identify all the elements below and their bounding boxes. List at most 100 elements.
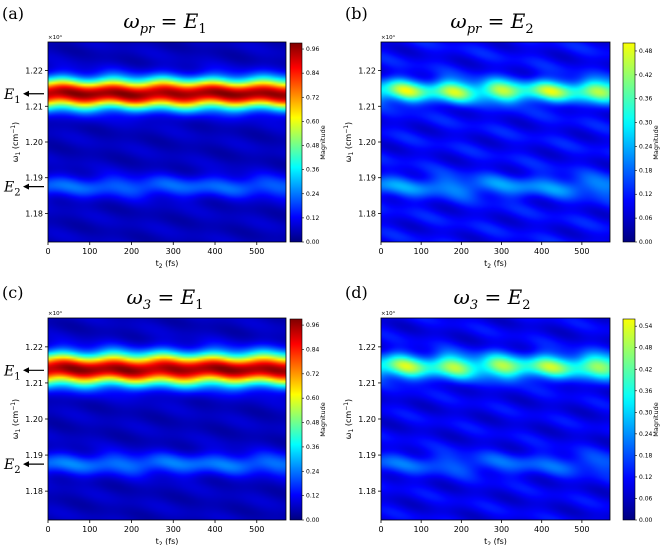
y-multiplier: ×10⁴	[48, 310, 63, 317]
y-tick-label: 1.20	[25, 138, 43, 147]
colorbar-tick-label: 0.12	[306, 215, 320, 222]
colorbar-tick-label: 0.06	[639, 215, 653, 222]
marker-arrow-head	[23, 183, 29, 190]
y-tick-label: 1.18	[25, 487, 43, 496]
panel-a: 0 100 200 300 400 500 1.18 1.19 1.20 1.21 1.22 ×10⁴…	[2, 4, 327, 270]
colorbar	[622, 42, 636, 243]
colorbar-tick-label: 0.84	[306, 70, 320, 77]
x-tick-label: 500	[249, 247, 264, 256]
x-tick-label: 0	[45, 525, 50, 534]
x-tick-label: 300	[166, 525, 181, 534]
colorbar-tick-label: 0.00	[639, 517, 653, 524]
y-tick-label: 1.18	[358, 487, 376, 496]
colorbar-tick-label: 0.48	[306, 420, 320, 427]
colorbar-tick-label: 0.48	[639, 48, 653, 55]
y-axis-label: ω1 (cm−1)	[343, 399, 355, 439]
y-axis-label: ω1 (cm−1)	[343, 122, 355, 162]
colorbar-tick-label: 0.00	[306, 517, 320, 524]
x-tick-label: 200	[454, 525, 469, 534]
y-tick-label: 1.19	[358, 174, 376, 183]
colorbar-tick-label: 0.18	[639, 167, 653, 174]
marker-arrow-head	[23, 461, 29, 468]
x-axis-label: t2 (fs)	[484, 537, 507, 545]
marker-label: E2	[3, 457, 21, 476]
colorbar-tick-label: 0.48	[639, 345, 653, 352]
x-tick-label: 300	[494, 525, 509, 534]
colorbar-tick-label: 0.30	[639, 409, 653, 416]
panel-label: (a)	[2, 4, 24, 23]
colorbar-tick-label: 0.12	[639, 191, 653, 198]
x-tick-label: 400	[207, 525, 222, 534]
colorbar-tick-label: 0.48	[306, 143, 320, 150]
colorbar-tick-label: 0.60	[306, 395, 320, 402]
x-tick-label: 500	[574, 525, 589, 534]
y-tick-label: 1.21	[358, 102, 376, 111]
colorbar	[622, 318, 636, 521]
panel-title: ωpr = E2	[450, 9, 533, 37]
colorbar-tick-label: 0.36	[639, 96, 653, 103]
x-tick-label: 200	[124, 247, 139, 256]
marker-label: E2	[3, 180, 21, 199]
colorbar	[289, 42, 303, 243]
y-tick-label: 1.18	[25, 209, 43, 218]
panel-title: ω3 = E2	[454, 285, 531, 313]
x-axis-label: t2 (fs)	[156, 259, 179, 270]
x-tick-label: 0	[45, 247, 50, 256]
y-tick-label: 1.22	[25, 343, 43, 352]
x-tick-label: 0	[378, 525, 383, 534]
colorbar-label: Magnitude	[652, 402, 660, 436]
y-tick-label: 1.20	[25, 415, 43, 424]
colorbar-tick-label: 0.30	[639, 120, 653, 127]
y-tick-label: 1.22	[25, 67, 43, 76]
x-tick-label: 100	[414, 247, 429, 256]
x-tick-label: 200	[454, 247, 469, 256]
x-tick-label: 500	[574, 247, 589, 256]
heatmap-image	[381, 42, 610, 242]
y-tick-label: 1.19	[358, 451, 376, 460]
colorbar-tick-label: 0.54	[639, 323, 653, 330]
panel-b: 0 100 200 300 400 500 1.18 1.19 1.20 1.21 1.22 ×10⁴…	[343, 4, 660, 270]
colorbar	[289, 318, 303, 521]
colorbar-tick-label: 0.36	[306, 167, 320, 174]
colorbar-tick-label: 0.06	[639, 495, 653, 502]
colorbar-tick-label: 0.24	[639, 431, 653, 438]
y-tick-label: 1.19	[25, 451, 43, 460]
colorbar-tick-label: 0.60	[306, 118, 320, 125]
x-tick-label: 0	[378, 247, 383, 256]
colorbar-tick-label: 0.24	[306, 468, 320, 475]
colorbar-tick-label: 0.24	[639, 143, 653, 150]
marker-arrow-head	[23, 367, 29, 374]
colorbar-tick-label: 0.12	[306, 493, 320, 500]
y-tick-label: 1.20	[358, 138, 376, 147]
panel-label: (b)	[345, 4, 368, 23]
y-tick-label: 1.18	[358, 209, 376, 218]
x-axis-label: t2 (fs)	[484, 259, 507, 270]
colorbar-tick-label: 0.42	[639, 366, 653, 373]
heatmap-image	[381, 318, 610, 520]
colorbar-tick-label: 0.18	[639, 452, 653, 459]
y-tick-label: 1.22	[358, 67, 376, 76]
x-axis-label: t2 (fs)	[156, 537, 179, 545]
y-tick-label: 1.22	[358, 343, 376, 352]
colorbar-tick-label: 0.72	[306, 371, 320, 378]
colorbar-label: Magnitude	[319, 125, 327, 159]
y-axis-label: ω1 (cm−1)	[10, 122, 22, 162]
panel-c: 0 100 200 300 400 500 1.18 1.19 1.20 1.21 1.22 ×10⁴…	[2, 283, 327, 545]
x-tick-label: 400	[534, 525, 549, 534]
y-axis-label: ω1 (cm−1)	[10, 399, 22, 439]
panel-label: (c)	[2, 283, 23, 302]
colorbar-tick-label: 0.24	[306, 191, 320, 198]
colorbar-tick-label: 0.00	[306, 239, 320, 246]
x-tick-label: 200	[124, 525, 139, 534]
colorbar-tick-label: 0.96	[306, 322, 320, 329]
panel-title: ω3 = E1	[127, 285, 204, 313]
marker-label: E1	[3, 87, 21, 106]
x-tick-label: 500	[249, 525, 264, 534]
x-tick-label: 300	[494, 247, 509, 256]
x-tick-label: 100	[414, 525, 429, 534]
x-tick-label: 400	[207, 247, 222, 256]
colorbar-tick-label: 0.84	[306, 346, 320, 353]
y-multiplier: ×10⁴	[381, 34, 396, 41]
x-tick-label: 400	[534, 247, 549, 256]
